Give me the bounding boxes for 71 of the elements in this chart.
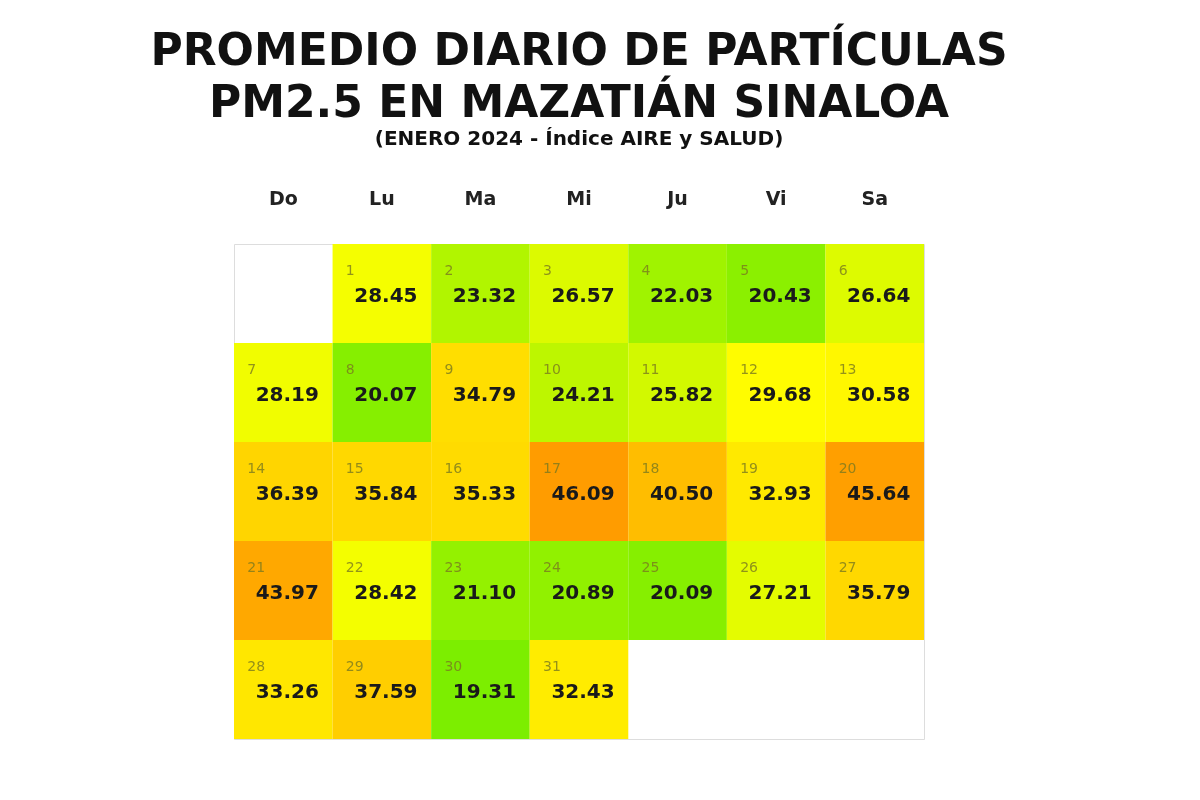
data-label: 27.21: [748, 579, 812, 604]
annotation: 4: [641, 261, 651, 278]
data-label: 34.79: [452, 381, 517, 406]
annotation: 7: [247, 360, 257, 377]
annotation: 9: [444, 360, 454, 377]
annotation: 5: [740, 261, 750, 278]
annotation: 19: [740, 459, 758, 476]
annotation: 30: [444, 657, 463, 674]
data-label: 46.09: [551, 480, 615, 505]
data-label: 40.50: [649, 480, 714, 505]
data-label: 20.07: [354, 381, 418, 406]
annotation: 12: [740, 360, 758, 377]
data-label: 43.97: [255, 579, 319, 604]
data-label: 36.39: [255, 480, 319, 505]
data-label: 21.10: [452, 579, 517, 604]
data-label: 20.89: [551, 579, 615, 604]
chart-title: PROMEDIO DIARIO DE PARTÍCULAS PM2.5 EN MAZATIÁN SINALOA: [150, 23, 1008, 127]
data-label: 37.59: [354, 678, 418, 703]
x-tick-label: Vi: [765, 186, 787, 209]
chart-subtitle: (ENERO 2024 - Índice AIRE y SALUD): [374, 126, 784, 150]
annotation: 14: [247, 459, 266, 476]
annotation: 31: [543, 657, 561, 674]
annotation: 18: [641, 459, 660, 476]
annotation: 6: [838, 261, 848, 278]
x-tick-label: Lu: [369, 186, 395, 209]
annotation: 20: [838, 459, 857, 476]
data-label: 35.79: [847, 579, 911, 604]
annotation: 26: [740, 558, 759, 575]
data-label: 30.58: [847, 381, 911, 406]
annotation: 3: [543, 261, 552, 278]
data-label: 32.43: [551, 678, 615, 703]
annotation: 22: [345, 558, 364, 575]
x-tick-label: Ju: [665, 186, 688, 209]
data-label: 28.19: [255, 381, 319, 406]
data-label: 23.32: [452, 282, 517, 307]
x-tick-label: Sa: [861, 186, 888, 209]
data-label: 26.64: [847, 282, 911, 307]
data-label: 28.45: [354, 282, 418, 307]
annotation: 24: [543, 558, 561, 575]
data-label: 32.93: [748, 480, 812, 505]
data-label: 20.43: [748, 282, 812, 307]
data-label: 20.09: [649, 579, 714, 604]
annotation: 10: [543, 360, 561, 377]
data-label: 29.68: [748, 381, 812, 406]
data-label: 26.57: [551, 282, 615, 307]
data-label: 22.03: [649, 282, 714, 307]
annotation: 23: [444, 558, 463, 575]
data-label: 45.64: [847, 480, 911, 505]
annotation: 27: [838, 558, 857, 575]
annotation: 29: [345, 657, 364, 674]
annotation: 8: [345, 360, 355, 377]
annotation: 1: [345, 261, 355, 278]
x-tick-label: Ma: [464, 186, 497, 209]
data-label: 35.84: [354, 480, 418, 505]
x-tick-label: Do: [268, 186, 298, 209]
data-label: 28.42: [354, 579, 418, 604]
annotation: 11: [641, 360, 660, 377]
annotation: 13: [838, 360, 857, 377]
x-tick-label: Mi: [566, 186, 592, 209]
annotation: 17: [543, 459, 561, 476]
annotation: 28: [247, 657, 266, 674]
data-label: 24.21: [551, 381, 615, 406]
annotation: 15: [345, 459, 364, 476]
data-label: 35.33: [452, 480, 517, 505]
data-label: 33.26: [255, 678, 319, 703]
annotation: 25: [641, 558, 660, 575]
data-label: 25.82: [649, 381, 714, 406]
annotation: 21: [247, 558, 266, 575]
annotation: 16: [444, 459, 463, 476]
data-label: 19.31: [452, 678, 517, 703]
annotation: 2: [444, 261, 454, 278]
